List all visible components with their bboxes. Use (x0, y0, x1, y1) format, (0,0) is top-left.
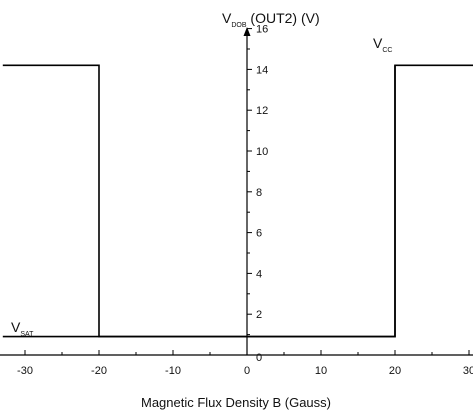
vsat-label: VSAT (11, 319, 34, 338)
y-axis-title-sub: DOB (231, 22, 247, 29)
y-tick-label: 8 (256, 187, 262, 199)
y-tick-label: 10 (256, 146, 268, 158)
y-tick-label: 6 (256, 228, 262, 240)
axes (0, 27, 473, 356)
series-line-1 (2, 65, 396, 338)
x-axis-title: Magnetic Flux Density B (Gauss) (141, 395, 331, 410)
y-tick-label: 12 (256, 105, 268, 117)
series-line-0 (2, 64, 473, 338)
y-tick-label: 14 (256, 64, 268, 76)
series-lines (2, 64, 473, 338)
x-tick-label: -30 (17, 365, 33, 377)
vcc-label: VCC (373, 35, 392, 54)
y-axis-arrow (243, 27, 251, 36)
vsat-label-main: V (11, 319, 21, 335)
y-axis-title-main: V (222, 10, 232, 26)
vcc-label-sub: CC (382, 47, 392, 54)
x-tick-label: 10 (315, 365, 327, 377)
y-tick-label: 4 (256, 268, 262, 280)
x-tick-label: -20 (91, 365, 107, 377)
x-tick-label: 30 (463, 365, 473, 377)
x-tick-label: 20 (389, 365, 401, 377)
y-axis-title: VDOB (OUT2) (V) (222, 10, 320, 29)
x-tick-label: 0 (244, 365, 250, 377)
ticks: -30 -20 -10 0 10 20 30 0 2 4 6 8 10 12 14 16 (17, 24, 473, 377)
y-tick-label: 16 (256, 24, 268, 36)
x-tick-label: -10 (165, 365, 181, 377)
vcc-label-main: V (373, 35, 383, 51)
vsat-label-sub: SAT (20, 331, 34, 338)
y-tick-label: 0 (256, 352, 262, 364)
y-axis-title-rest: (OUT2) (V) (247, 10, 320, 26)
y-tick-label: 2 (256, 309, 262, 321)
